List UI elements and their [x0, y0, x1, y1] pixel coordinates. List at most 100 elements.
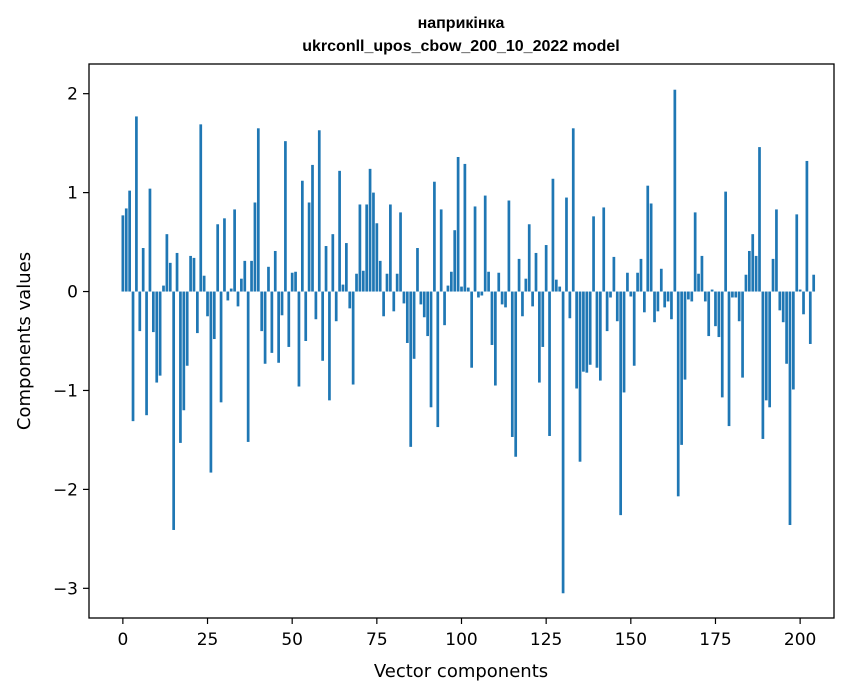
- y-tick-label: −2: [53, 480, 78, 500]
- bar: [714, 291, 717, 327]
- bar: [663, 291, 667, 308]
- bar: [202, 275, 206, 292]
- bar: [368, 168, 372, 292]
- bar: [764, 291, 768, 401]
- bar: [409, 291, 413, 447]
- bar: [395, 273, 399, 292]
- bar: [792, 291, 795, 390]
- bar: [477, 291, 480, 298]
- x-tick-label: 50: [281, 630, 303, 650]
- bar: [443, 291, 446, 326]
- bar: [524, 278, 528, 292]
- bar: [466, 287, 470, 292]
- bar: [460, 286, 463, 292]
- bar: [490, 291, 494, 345]
- bar: [253, 202, 257, 292]
- bar: [355, 273, 358, 292]
- bar: [554, 279, 558, 292]
- bar: [385, 273, 389, 292]
- bar: [734, 291, 738, 298]
- bar: [426, 291, 429, 337]
- bar: [798, 289, 802, 292]
- bar: [483, 195, 487, 292]
- bar: [351, 291, 355, 385]
- bar: [673, 89, 677, 292]
- bar: [138, 291, 142, 332]
- bar: [619, 291, 623, 516]
- bar: [494, 291, 497, 386]
- bar: [158, 291, 162, 376]
- y-tick-label: −3: [53, 579, 78, 599]
- bar: [480, 291, 484, 296]
- bar: [595, 291, 599, 368]
- bar: [602, 207, 606, 292]
- bar: [700, 255, 704, 292]
- bar: [402, 291, 406, 304]
- bar: [436, 291, 440, 428]
- bar: [392, 291, 396, 312]
- bar: [761, 291, 765, 439]
- bar: [389, 204, 392, 292]
- x-axis-label: Vector components: [374, 661, 548, 682]
- bar: [487, 271, 490, 292]
- bar: [185, 291, 189, 366]
- bar: [345, 243, 348, 292]
- bar: [771, 258, 775, 292]
- bar: [805, 160, 809, 292]
- chart-subtitle: ukrconll_upos_cbow_200_10_2022 model: [302, 38, 619, 55]
- bar: [582, 291, 585, 372]
- x-tick-label: 150: [615, 630, 647, 650]
- bar: [422, 291, 426, 318]
- bar: [155, 291, 159, 383]
- bar: [737, 291, 741, 322]
- bar: [219, 291, 223, 403]
- bar: [405, 291, 409, 343]
- bar: [751, 234, 755, 292]
- bar: [707, 291, 711, 337]
- bar: [141, 248, 145, 292]
- bar: [703, 291, 707, 302]
- bar: [693, 212, 697, 292]
- bar: [162, 285, 165, 292]
- y-tick-label: −1: [53, 381, 78, 401]
- bar: [808, 291, 812, 344]
- bar: [659, 268, 663, 292]
- y-tick-label: 0: [67, 283, 78, 303]
- x-axis-ticks: 0 25 50 75 100 125 150 175 200: [117, 618, 816, 650]
- bar: [240, 278, 243, 292]
- bar: [727, 291, 731, 427]
- bar: [497, 272, 501, 292]
- bar: [375, 223, 379, 292]
- bar: [270, 291, 274, 353]
- bar: [433, 181, 436, 292]
- bar: [788, 291, 792, 526]
- bar: [538, 291, 541, 383]
- bar: [683, 291, 687, 380]
- bar: [412, 291, 416, 359]
- bar: [534, 252, 538, 292]
- x-tick-label: 175: [699, 630, 731, 650]
- bar: [724, 191, 727, 292]
- bar: [192, 257, 196, 292]
- bar: [561, 291, 565, 594]
- bar: [575, 291, 578, 389]
- y-axis-label: Components values: [14, 252, 35, 430]
- bar: [175, 252, 179, 292]
- bar: [358, 204, 362, 292]
- chart-title: наприкінка: [418, 15, 505, 32]
- bar: [307, 202, 311, 292]
- bar: [785, 291, 788, 364]
- bar: [216, 224, 220, 292]
- bar: [273, 250, 277, 292]
- bar: [775, 209, 778, 292]
- bar: [145, 291, 148, 416]
- bar: [615, 291, 619, 322]
- bar: [182, 291, 186, 411]
- bar: [514, 291, 518, 457]
- bar: [768, 291, 772, 408]
- bar: [328, 291, 331, 401]
- bar: [741, 291, 744, 378]
- bar: [747, 250, 751, 292]
- bar: [209, 291, 213, 473]
- bar: [189, 255, 192, 292]
